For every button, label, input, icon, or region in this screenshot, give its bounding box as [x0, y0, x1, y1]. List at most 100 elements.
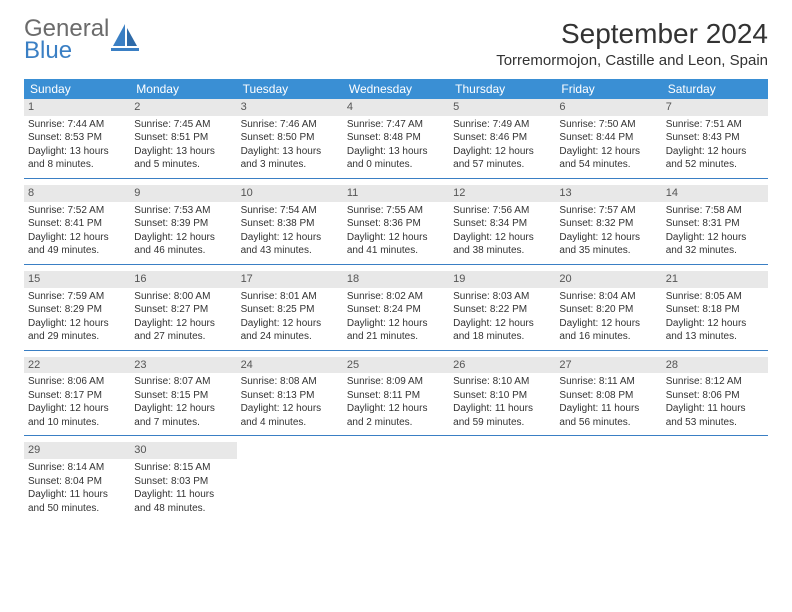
day-number: 12 [449, 185, 555, 202]
sunset-line: Sunset: 8:29 PM [28, 303, 126, 317]
daylight-line: Daylight: 12 hours and 43 minutes. [241, 231, 339, 258]
daylight-line: Daylight: 12 hours and 52 minutes. [666, 145, 764, 172]
sunset-line: Sunset: 8:13 PM [241, 389, 339, 403]
sunset-line: Sunset: 8:34 PM [453, 217, 551, 231]
sunset-line: Sunset: 8:38 PM [241, 217, 339, 231]
daylight-line: Daylight: 12 hours and 41 minutes. [347, 231, 445, 258]
day-number: 28 [662, 357, 768, 374]
sunrise-line: Sunrise: 8:11 AM [559, 375, 657, 389]
weekday-header: Tuesday [237, 79, 343, 99]
sunrise-line: Sunrise: 7:54 AM [241, 204, 339, 218]
day-cell: 30Sunrise: 8:15 AMSunset: 8:03 PMDayligh… [130, 442, 236, 521]
day-cell: 4Sunrise: 7:47 AMSunset: 8:48 PMDaylight… [343, 99, 449, 178]
sunset-line: Sunset: 8:20 PM [559, 303, 657, 317]
day-number: 8 [24, 185, 130, 202]
daylight-line: Daylight: 12 hours and 4 minutes. [241, 402, 339, 429]
sunset-line: Sunset: 8:24 PM [347, 303, 445, 317]
day-number: 13 [555, 185, 661, 202]
sunrise-line: Sunrise: 8:08 AM [241, 375, 339, 389]
daylight-line: Daylight: 12 hours and 2 minutes. [347, 402, 445, 429]
sunrise-line: Sunrise: 7:53 AM [134, 204, 232, 218]
day-cell: 8Sunrise: 7:52 AMSunset: 8:41 PMDaylight… [24, 185, 130, 264]
day-cell: 25Sunrise: 8:09 AMSunset: 8:11 PMDayligh… [343, 357, 449, 436]
day-number: 14 [662, 185, 768, 202]
day-number: 10 [237, 185, 343, 202]
day-number: 1 [24, 99, 130, 116]
daylight-line: Daylight: 11 hours and 53 minutes. [666, 402, 764, 429]
daylight-line: Daylight: 12 hours and 38 minutes. [453, 231, 551, 258]
sunset-line: Sunset: 8:50 PM [241, 131, 339, 145]
logo: General Blue [24, 18, 139, 61]
daylight-line: Daylight: 12 hours and 29 minutes. [28, 317, 126, 344]
week-row: 15Sunrise: 7:59 AMSunset: 8:29 PMDayligh… [24, 271, 768, 351]
sunset-line: Sunset: 8:32 PM [559, 217, 657, 231]
sunrise-line: Sunrise: 7:52 AM [28, 204, 126, 218]
weekday-header-row: Sunday Monday Tuesday Wednesday Thursday… [24, 79, 768, 99]
day-cell: 17Sunrise: 8:01 AMSunset: 8:25 PMDayligh… [237, 271, 343, 350]
sunrise-line: Sunrise: 8:14 AM [28, 461, 126, 475]
sunrise-line: Sunrise: 7:56 AM [453, 204, 551, 218]
day-cell: 15Sunrise: 7:59 AMSunset: 8:29 PMDayligh… [24, 271, 130, 350]
logo-word-bottom: Blue [24, 40, 109, 62]
daylight-line: Daylight: 13 hours and 0 minutes. [347, 145, 445, 172]
week-row: 22Sunrise: 8:06 AMSunset: 8:17 PMDayligh… [24, 357, 768, 437]
daylight-line: Daylight: 12 hours and 24 minutes. [241, 317, 339, 344]
day-cell: 16Sunrise: 8:00 AMSunset: 8:27 PMDayligh… [130, 271, 236, 350]
day-cell: 24Sunrise: 8:08 AMSunset: 8:13 PMDayligh… [237, 357, 343, 436]
day-number: 20 [555, 271, 661, 288]
sunset-line: Sunset: 8:10 PM [453, 389, 551, 403]
day-number: 16 [130, 271, 236, 288]
daylight-line: Daylight: 12 hours and 18 minutes. [453, 317, 551, 344]
sunrise-line: Sunrise: 7:49 AM [453, 118, 551, 132]
day-cell [343, 442, 449, 521]
day-cell: 23Sunrise: 8:07 AMSunset: 8:15 PMDayligh… [130, 357, 236, 436]
sunset-line: Sunset: 8:44 PM [559, 131, 657, 145]
day-number: 2 [130, 99, 236, 116]
day-number: 30 [130, 442, 236, 459]
daylight-line: Daylight: 12 hours and 57 minutes. [453, 145, 551, 172]
daylight-line: Daylight: 13 hours and 5 minutes. [134, 145, 232, 172]
day-cell: 27Sunrise: 8:11 AMSunset: 8:08 PMDayligh… [555, 357, 661, 436]
sunset-line: Sunset: 8:25 PM [241, 303, 339, 317]
sunset-line: Sunset: 8:31 PM [666, 217, 764, 231]
daylight-line: Daylight: 13 hours and 8 minutes. [28, 145, 126, 172]
daylight-line: Daylight: 12 hours and 32 minutes. [666, 231, 764, 258]
day-number: 22 [24, 357, 130, 374]
day-number: 9 [130, 185, 236, 202]
daylight-line: Daylight: 12 hours and 7 minutes. [134, 402, 232, 429]
daylight-line: Daylight: 12 hours and 46 minutes. [134, 231, 232, 258]
day-cell: 10 Sunrise: 7:54 AMSunset: 8:38 PMDayligh… [237, 185, 343, 264]
sunset-line: Sunset: 8:39 PM [134, 217, 232, 231]
sunrise-line: Sunrise: 8:03 AM [453, 290, 551, 304]
sunrise-line: Sunrise: 7:47 AM [347, 118, 445, 132]
day-cell [555, 442, 661, 521]
day-cell [662, 442, 768, 521]
day-number: 29 [24, 442, 130, 459]
sunrise-line: Sunrise: 7:55 AM [347, 204, 445, 218]
daylight-line: Daylight: 11 hours and 56 minutes. [559, 402, 657, 429]
daylight-line: Daylight: 12 hours and 13 minutes. [666, 317, 764, 344]
daylight-line: Daylight: 12 hours and 10 minutes. [28, 402, 126, 429]
sunset-line: Sunset: 8:03 PM [134, 475, 232, 489]
day-number: 25 [343, 357, 449, 374]
sunset-line: Sunset: 8:53 PM [28, 131, 126, 145]
weekday-header: Thursday [449, 79, 555, 99]
day-number: 15 [24, 271, 130, 288]
day-number: 21 [662, 271, 768, 288]
weekday-header: Saturday [662, 79, 768, 99]
day-number: 27 [555, 357, 661, 374]
daylight-line: Daylight: 12 hours and 27 minutes. [134, 317, 232, 344]
sunset-line: Sunset: 8:27 PM [134, 303, 232, 317]
day-cell: 20Sunrise: 8:04 AMSunset: 8:20 PMDayligh… [555, 271, 661, 350]
sunset-line: Sunset: 8:36 PM [347, 217, 445, 231]
daylight-line: Daylight: 12 hours and 54 minutes. [559, 145, 657, 172]
day-number: 26 [449, 357, 555, 374]
sunrise-line: Sunrise: 8:10 AM [453, 375, 551, 389]
sunset-line: Sunset: 8:43 PM [666, 131, 764, 145]
sunrise-line: Sunrise: 8:12 AM [666, 375, 764, 389]
sunset-line: Sunset: 8:51 PM [134, 131, 232, 145]
sunset-line: Sunset: 8:46 PM [453, 131, 551, 145]
day-number: 4 [343, 99, 449, 116]
sunset-line: Sunset: 8:15 PM [134, 389, 232, 403]
sunrise-line: Sunrise: 7:57 AM [559, 204, 657, 218]
